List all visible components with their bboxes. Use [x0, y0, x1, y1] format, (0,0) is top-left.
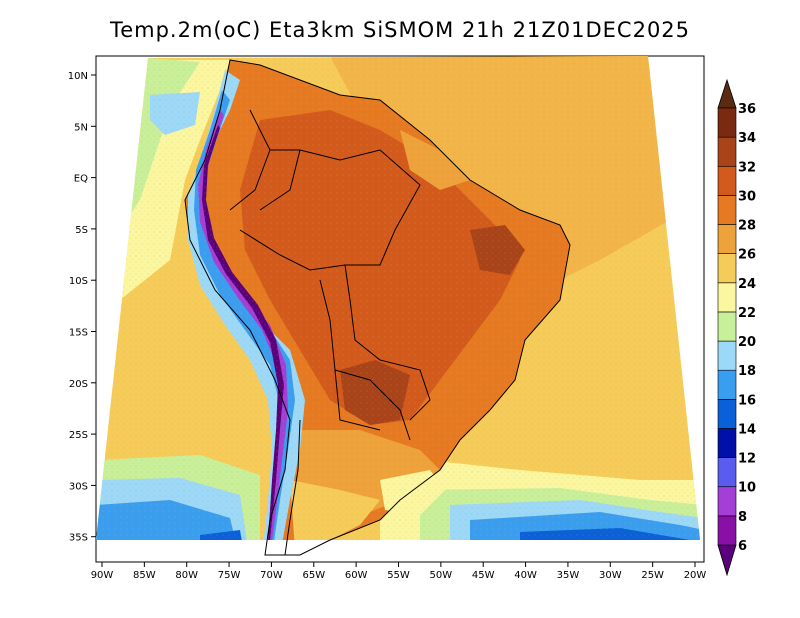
lon-tick-label: 25W [641, 570, 664, 581]
lat-tick-label: 15S [69, 328, 88, 339]
longitude-axis: 90W 85W 80W 75W 70W 65W 60W 55W 50W 45W 40W 35W 30W 2… [91, 562, 707, 581]
latitude-axis: 10N 5N EQ 5S 10S 15S 20S 25S 30S 35S [68, 71, 96, 544]
colorbar-label: 36 [738, 102, 756, 117]
lon-tick-label: 60W [345, 570, 368, 581]
colorbar-label: 30 [738, 189, 756, 204]
lon-tick-label: 70W [260, 570, 283, 581]
lon-tick-label: 50W [430, 570, 453, 581]
lat-tick-label: 25S [69, 430, 88, 441]
lat-tick-label: 5N [74, 122, 88, 133]
colorbar-swatch [717, 457, 737, 488]
colorbar-label: 32 [738, 160, 756, 175]
lon-tick-label: 35W [557, 570, 580, 581]
colorbar-swatch [717, 195, 737, 225]
lon-tick-label: 40W [514, 570, 537, 581]
colorbar-swatch [717, 486, 737, 517]
colorbar-label: 10 [738, 481, 756, 496]
colombia-venezuela-border [229, 109, 300, 211]
colorbar-swatch [717, 282, 737, 313]
lon-tick-label: 55W [387, 570, 410, 581]
colorbar-swatch [717, 428, 737, 458]
colorbar-label: 12 [738, 452, 756, 467]
colorbar-label: 34 [738, 131, 756, 146]
colorbar-label: 16 [738, 393, 756, 408]
colorbar-swatch [717, 136, 737, 167]
lat-tick-label: 30S [69, 481, 88, 492]
map-title: Temp.2m(oC) Eta3km SiSMOM 21h 21Z01DEC20… [109, 18, 691, 42]
lat-tick-label: EQ [74, 174, 88, 185]
lon-tick-label: 90W [91, 570, 114, 581]
lon-tick-label: 30W [599, 570, 622, 581]
lat-tick-label: 20S [69, 379, 88, 390]
colorbar-label: 18 [738, 364, 756, 379]
lat-tick-label: 10N [68, 71, 88, 82]
lon-tick-label: 85W [133, 570, 156, 581]
colorbar-label: 26 [738, 248, 756, 263]
colorbar-swatch [717, 515, 737, 546]
colorbar-label: 14 [738, 422, 756, 437]
colorbar: 6 8 10 12 14 16 18 20 22 24 26 28 30 32 34 36 [717, 78, 756, 577]
colorbar-label: 8 [738, 510, 747, 525]
lon-tick-label: 45W [472, 570, 495, 581]
colorbar-swatch [717, 165, 737, 196]
lon-tick-label: 80W [175, 570, 198, 581]
lat-tick-label: 35S [69, 533, 88, 544]
lon-tick-label: 75W [218, 570, 241, 581]
plot-frame [95, 55, 705, 563]
country-borders [184, 59, 571, 556]
colorbar-swatch [717, 107, 737, 138]
argentina-chile-border [284, 419, 301, 556]
colorbar-swatch [717, 399, 737, 429]
colorbar-swatch [717, 369, 737, 400]
colorbar-bottom-arrow [717, 544, 737, 577]
colorbar-swatch [717, 311, 737, 342]
coastline [184, 59, 571, 556]
lat-tick-label: 5S [75, 225, 88, 236]
colorbar-label: 24 [738, 277, 756, 292]
colorbar-label: 6 [738, 539, 747, 554]
colorbar-top-arrow [717, 78, 737, 109]
lat-tick-label: 10S [69, 276, 88, 287]
lon-tick-label: 65W [302, 570, 325, 581]
colorbar-label: 22 [738, 306, 756, 321]
colorbar-swatch [717, 224, 737, 254]
lon-tick-label: 20W [684, 570, 707, 581]
colorbar-label: 28 [738, 219, 756, 234]
brazil-border [239, 149, 431, 421]
colorbar-label: 20 [738, 335, 756, 350]
bolivia-paraguay-border [319, 279, 411, 441]
colorbar-swatch [717, 340, 737, 371]
colorbar-swatch [717, 253, 737, 284]
